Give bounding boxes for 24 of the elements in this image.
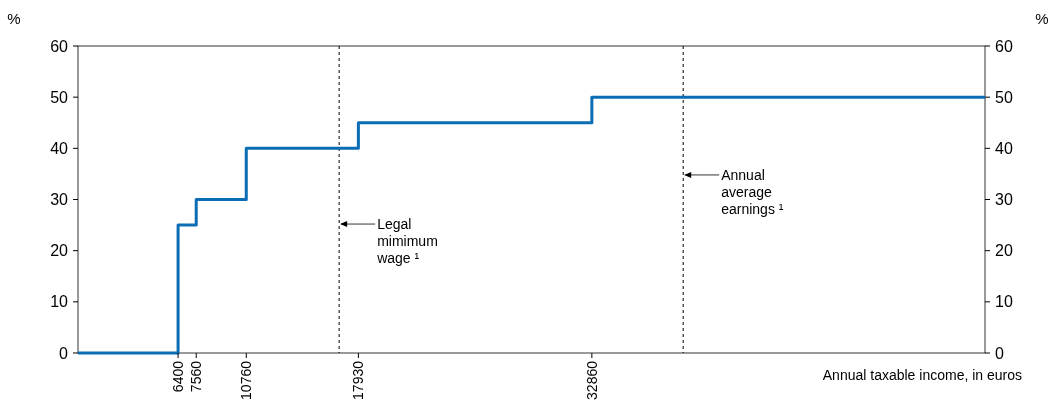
y-tick-label: 60 bbox=[50, 37, 69, 55]
y-tick-label: 0 bbox=[59, 344, 69, 362]
y-tick-label: 40 bbox=[50, 139, 69, 157]
y-tick-label: 50 bbox=[50, 88, 69, 106]
y2-tick-label: 60 bbox=[995, 37, 1013, 55]
x-axis-title: Annual taxable income, in euros bbox=[822, 367, 1022, 383]
y2-tick-label: 30 bbox=[995, 191, 1013, 209]
x-tick-label: 7560 bbox=[188, 360, 205, 393]
y-axis-title: % bbox=[7, 10, 21, 27]
y-tick-label: 30 bbox=[50, 191, 69, 209]
y2-tick-label: 40 bbox=[995, 139, 1013, 157]
ref-line-label: Annual average earnings ¹ bbox=[721, 166, 784, 217]
y2-tick-label: 20 bbox=[995, 242, 1013, 260]
y-tick-label: 10 bbox=[50, 293, 69, 311]
y2-axis-title: % bbox=[1035, 10, 1049, 27]
ref-line-label: Legal mimimum wage ¹ bbox=[376, 216, 438, 267]
y2-tick-label: 50 bbox=[995, 88, 1013, 106]
y2-tick-label: 10 bbox=[995, 293, 1013, 311]
x-tick-label: 6400 bbox=[169, 360, 186, 393]
y-tick-label: 20 bbox=[50, 242, 69, 260]
x-tick-label: 32860 bbox=[583, 360, 600, 400]
y2-tick-label: 0 bbox=[995, 344, 1004, 362]
x-tick-label: 10760 bbox=[238, 360, 255, 400]
x-tick-label: 17930 bbox=[350, 360, 367, 400]
